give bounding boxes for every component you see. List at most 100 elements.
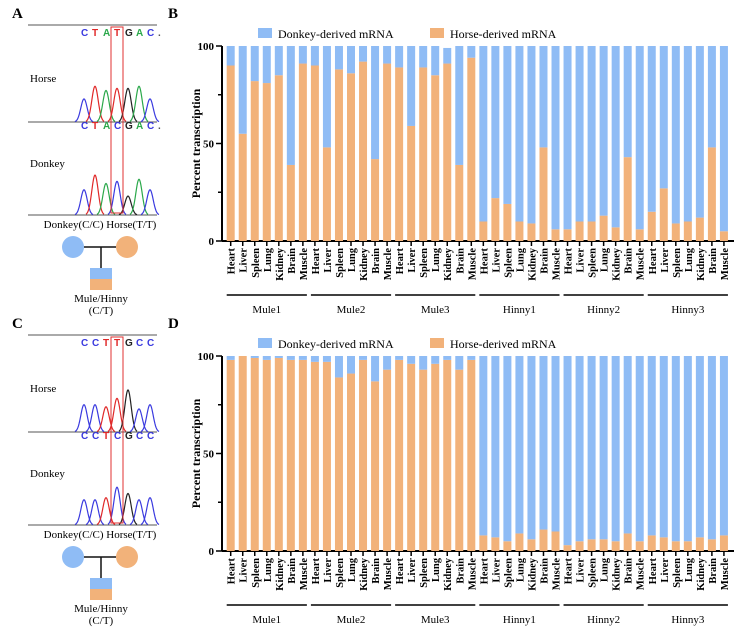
chromatogram-peak: [140, 404, 160, 433]
bar-horse-derived: [575, 541, 584, 551]
bar-donkey-derived: [310, 46, 319, 66]
x-tick-label: Brain: [624, 558, 635, 584]
x-tick-label: Liver: [407, 248, 418, 273]
group-label: Mule2: [337, 614, 366, 626]
bar-horse-derived: [443, 359, 452, 551]
bar-horse-derived: [407, 125, 416, 241]
x-tick-label: Heart: [648, 248, 659, 275]
bar-donkey-derived: [334, 356, 343, 378]
snp-highlight-box: [110, 336, 124, 524]
group-label: Hinny2: [587, 614, 620, 626]
base-letter: .: [158, 28, 161, 39]
group-label: Mule3: [421, 304, 450, 316]
bar-horse-derived: [238, 356, 247, 551]
x-tick-label: Muscle: [383, 558, 394, 590]
y-axis-title: Percent transcription: [189, 398, 203, 508]
bar-horse-derived: [479, 221, 488, 241]
donkey-parent-symbol: [62, 546, 84, 568]
bar-horse-derived: [322, 147, 331, 241]
bar-donkey-derived: [310, 356, 319, 362]
bar-horse-derived: [647, 211, 656, 241]
bar-horse-derived: [575, 221, 584, 241]
group-label: Hinny3: [671, 304, 705, 316]
donkey-parent-symbol: [62, 236, 84, 258]
base-letter: C: [147, 121, 154, 132]
bar-donkey-derived: [719, 356, 728, 536]
x-tick-label: Liver: [491, 248, 502, 273]
bar-donkey-derived: [395, 46, 404, 68]
x-tick-label: Lung: [515, 557, 526, 582]
panel-label: A: [12, 6, 23, 22]
y-tick-label: 100: [198, 351, 215, 363]
x-tick-label: Muscle: [552, 248, 563, 280]
bar-donkey-derived: [611, 46, 620, 228]
panel-label: C: [12, 316, 23, 332]
bar-horse-derived: [359, 61, 368, 241]
bar-horse-derived: [683, 541, 692, 551]
bar-horse-derived: [539, 147, 548, 241]
bar-donkey-derived: [587, 356, 596, 540]
bar-horse-derived: [503, 541, 512, 551]
chromatogram-peak: [85, 174, 105, 215]
bar-horse-derived: [274, 75, 283, 241]
bar-horse-derived: [334, 377, 343, 551]
bar-donkey-derived: [479, 46, 488, 222]
y-tick-label: 50: [203, 449, 215, 461]
bar-donkey-derived: [250, 356, 259, 358]
x-tick-label: Liver: [323, 558, 334, 583]
bar-horse-derived: [334, 69, 343, 242]
bar-donkey-derived: [695, 356, 704, 538]
bar-donkey-derived: [383, 46, 392, 64]
x-tick-label: Liver: [491, 558, 502, 583]
chromatogram-peak: [129, 178, 149, 215]
bar-horse-derived: [347, 73, 355, 241]
x-tick-label: Liver: [660, 248, 671, 273]
bar-donkey-derived: [539, 46, 548, 148]
base-letter: C: [114, 121, 121, 132]
bar-horse-derived: [431, 363, 440, 551]
bar-horse-derived: [262, 359, 271, 551]
bar-donkey-derived: [491, 356, 500, 538]
bar-donkey-derived: [455, 46, 464, 165]
x-tick-label: Kidney: [275, 557, 286, 590]
group-label: Mule1: [252, 614, 281, 626]
bar-donkey-derived: [587, 46, 596, 222]
x-tick-label: Heart: [311, 248, 322, 275]
x-tick-label: Liver: [239, 558, 250, 583]
x-tick-label: Kidney: [359, 557, 370, 590]
bar-donkey-derived: [443, 47, 452, 64]
bar-donkey-derived: [431, 356, 440, 364]
bar-horse-derived: [527, 539, 536, 551]
bar-donkey-derived: [599, 46, 608, 216]
bar-horse-derived: [659, 188, 668, 241]
bar-horse-derived: [671, 223, 680, 241]
chromatogram-peak: [129, 499, 149, 526]
base-letter: C: [92, 431, 99, 442]
bar-horse-derived: [419, 67, 428, 241]
bar-donkey-derived: [551, 356, 560, 532]
donkey-label: Donkey: [30, 468, 65, 480]
bar-donkey-derived: [647, 46, 656, 212]
chromatogram-peak: [96, 89, 116, 122]
x-tick-label: Muscle: [636, 558, 647, 590]
group-label: Mule2: [337, 304, 366, 316]
x-tick-label: Kidney: [359, 247, 370, 280]
bar-horse-derived: [707, 539, 716, 551]
bar-donkey-derived: [262, 356, 271, 360]
chart-B: B Donkey-derived mRNA Horse-derived mRNA 0 5…: [168, 6, 734, 316]
bar-donkey-derived: [635, 356, 644, 542]
bar-horse-derived: [286, 164, 295, 241]
bar-horse-derived: [250, 357, 259, 551]
base-letter: T: [92, 121, 98, 132]
chromatogram-peak: [74, 404, 94, 433]
base-letter: C: [81, 338, 88, 349]
x-tick-label: Brain: [539, 248, 550, 274]
bar-donkey-derived: [226, 46, 235, 66]
offspring-genotype: (C/T): [89, 615, 114, 627]
base-letter: C: [147, 338, 154, 349]
x-tick-label: Lung: [600, 247, 611, 272]
base-letter: C: [136, 431, 143, 442]
bar-horse-derived: [347, 373, 355, 551]
chromatogram-peak: [74, 499, 94, 526]
